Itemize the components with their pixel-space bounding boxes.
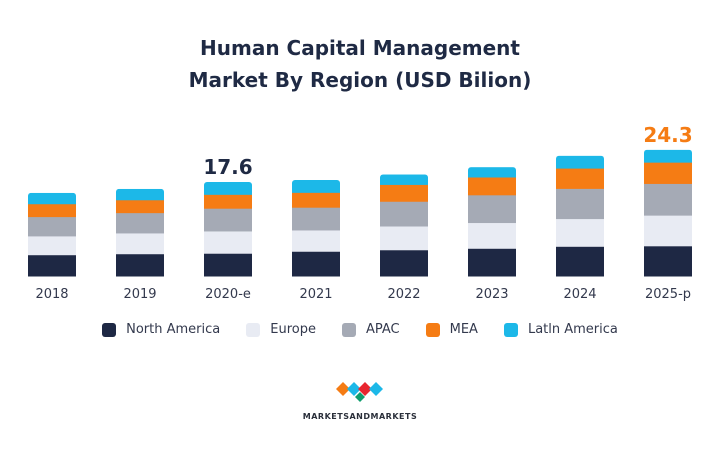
bar-2019-apac xyxy=(116,212,164,234)
bar-2021-north-america xyxy=(292,251,340,277)
bar-group-2022 xyxy=(380,174,428,277)
legend-label-north-america: North America xyxy=(126,322,221,337)
data-label-2025-p: 24.3 xyxy=(643,123,692,147)
bar-2024-apac xyxy=(556,188,604,220)
bar-2020-e-apac xyxy=(204,208,252,232)
bar-2023-latln-america xyxy=(468,167,516,178)
bar-2020-e-north-america xyxy=(204,253,252,277)
legend-item-north-america: North America xyxy=(102,322,220,337)
bar-2019-mea xyxy=(116,199,164,214)
data-label-2020-e: 17.6 xyxy=(203,155,252,179)
bar-2018-apac xyxy=(28,216,76,237)
bar-2018-north-america xyxy=(28,254,76,277)
brand-logo: MARKETSANDMARKETS xyxy=(0,378,720,421)
bar-2025-p-latln-america xyxy=(644,149,692,163)
legend-item-europe: Europe xyxy=(246,322,316,337)
legend-swatch-europe xyxy=(246,322,261,337)
bar-2022-mea xyxy=(380,184,428,202)
legend-label-latln-america: Latln America xyxy=(527,322,618,337)
bar-2025-p-europe xyxy=(644,215,692,247)
chart-legend: North America Europe APAC MEA Latln America xyxy=(0,322,720,337)
bar-2022-latln-america xyxy=(380,174,428,185)
bar-2019-north-america xyxy=(116,253,164,277)
bar-2019-europe xyxy=(116,232,164,255)
bar-2021-apac xyxy=(292,207,340,231)
x-tick-label-2020-e: 2020-e xyxy=(205,287,251,302)
bar-2020-e-latln-america xyxy=(204,181,252,195)
bar-group-2024 xyxy=(556,155,604,277)
bar-2021-mea xyxy=(292,192,340,208)
x-tick-label-2024: 2024 xyxy=(563,287,596,302)
bar-2022-europe xyxy=(380,226,428,251)
legend-swatch-mea xyxy=(425,322,440,337)
bar-2023-north-america xyxy=(468,248,516,277)
legend-item-latln-america: Latln America xyxy=(503,322,618,337)
x-tick-label-2023: 2023 xyxy=(475,287,508,302)
x-tick-label-2022: 2022 xyxy=(387,287,420,302)
bar-2021-europe xyxy=(292,229,340,252)
chart-title: Human Capital Management Market By Regio… xyxy=(0,32,720,96)
bar-group-2019 xyxy=(116,188,164,277)
legend-swatch-north-america xyxy=(102,322,117,337)
chart-title-line-2: Market By Region (USD Bilion) xyxy=(188,68,532,92)
bar-2021-latln-america xyxy=(292,179,340,193)
bar-2023-apac xyxy=(468,194,516,224)
brand-logo-icon xyxy=(336,382,383,402)
bar-2025-p-apac xyxy=(644,183,692,216)
legend-label-apac: APAC xyxy=(365,322,400,337)
x-tick-label-2025-p: 2025-p xyxy=(645,287,691,302)
legend-swatch-apac xyxy=(341,322,356,337)
x-tick-label-2019: 2019 xyxy=(123,287,156,302)
bar-group-2023 xyxy=(468,167,516,277)
bar-2018-latln-america xyxy=(28,192,76,205)
legend-swatch-latln-america xyxy=(503,322,518,337)
bar-2022-north-america xyxy=(380,249,428,277)
legend-label-mea: MEA xyxy=(449,322,478,337)
bar-2024-mea xyxy=(556,168,604,189)
brand-logo-text: MARKETSANDMARKETS xyxy=(302,412,418,421)
legend-item-mea: MEA xyxy=(425,322,478,337)
bar-2022-apac xyxy=(380,201,428,227)
legend-label-europe: Europe xyxy=(270,322,316,337)
bar-group-2025-p xyxy=(644,149,692,277)
bar-2024-north-america xyxy=(556,246,604,277)
bar-group-2020-e xyxy=(204,181,252,277)
bar-2018-mea xyxy=(28,203,76,218)
bar-2025-p-mea xyxy=(644,162,692,184)
bar-2023-europe xyxy=(468,222,516,249)
bar-2023-mea xyxy=(468,177,516,196)
chart-title-line-1: Human Capital Management xyxy=(200,36,520,60)
bar-group-2018 xyxy=(28,192,76,277)
bar-2025-p-north-america xyxy=(644,245,692,277)
bar-2024-latln-america xyxy=(556,155,604,169)
bar-group-2021 xyxy=(292,179,340,277)
x-tick-label-2018: 2018 xyxy=(35,287,68,302)
bar-2020-e-mea xyxy=(204,194,252,209)
bar-2024-europe xyxy=(556,218,604,247)
bar-2020-e-europe xyxy=(204,230,252,254)
legend-item-apac: APAC xyxy=(341,322,400,337)
bar-2019-latln-america xyxy=(116,188,164,201)
x-tick-label-2021: 2021 xyxy=(299,287,332,302)
bar-2018-europe xyxy=(28,235,76,256)
